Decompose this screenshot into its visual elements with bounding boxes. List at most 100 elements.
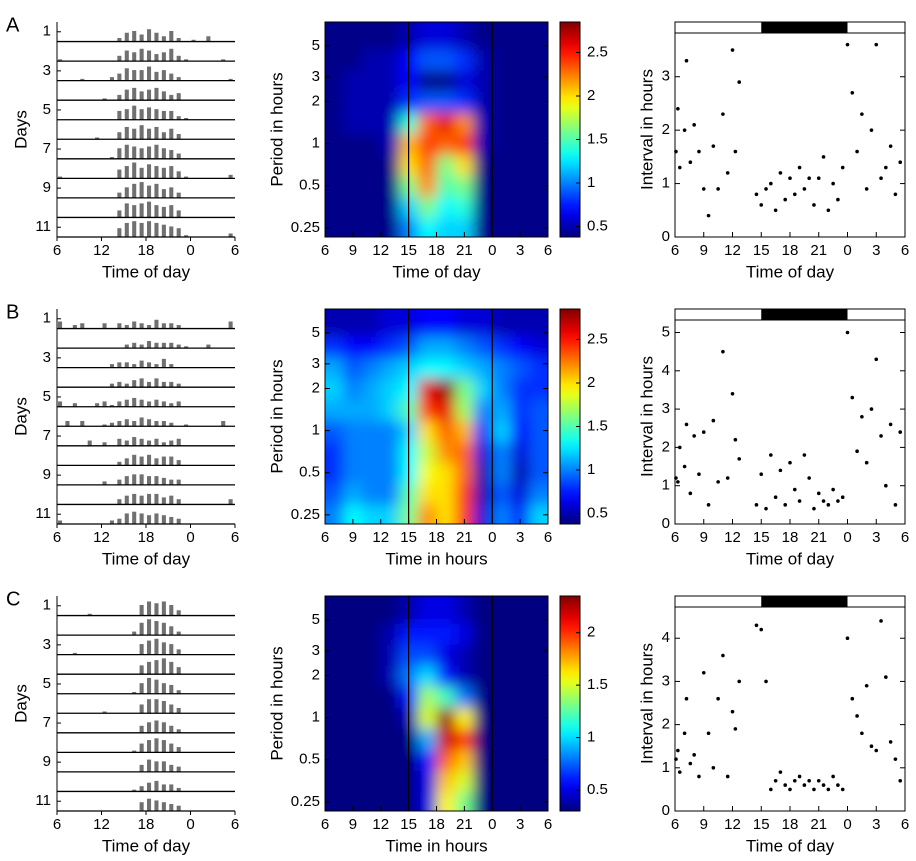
heatmap-cell (510, 196, 530, 219)
activity-bar (139, 513, 144, 524)
heatmap-cell (510, 336, 530, 358)
x-tick-label: 9 (349, 529, 357, 546)
activity-bar (161, 148, 166, 159)
activity-bar (139, 91, 144, 101)
x-tick-label: 6 (544, 242, 552, 259)
activity-bar (80, 420, 85, 427)
activity-bar (169, 110, 174, 120)
heatmap-cell (417, 504, 437, 524)
data-point (855, 149, 859, 154)
activity-bar (147, 640, 152, 655)
heatmap-cell (436, 217, 456, 237)
heatmap-cell (473, 504, 493, 524)
x-axis-label: Time of day (746, 549, 835, 568)
data-point (788, 460, 792, 465)
heatmap-cell (455, 196, 475, 219)
colorbar (559, 21, 581, 238)
heatmap-cell (473, 336, 493, 358)
x-tick-label: 18 (138, 242, 155, 259)
heatmap-cell (362, 749, 382, 772)
data-point (879, 434, 883, 438)
activity-bar (58, 401, 63, 407)
activity-bar (176, 171, 181, 179)
heatmap-cell (473, 309, 493, 337)
data-point (826, 208, 831, 213)
activity-bar (139, 222, 144, 237)
heatmap-cell (417, 623, 437, 645)
activity-bar (154, 205, 159, 218)
activity-bar (176, 55, 181, 62)
activity-bar (72, 403, 77, 407)
x-tick-label: 21 (810, 816, 827, 833)
heatmap-cell (362, 112, 382, 134)
y-tick-label: 1 (662, 477, 670, 494)
heatmap-cell (510, 133, 530, 155)
heatmap-cell (436, 791, 456, 811)
activity-bar (132, 162, 137, 179)
heatmap-cell (510, 357, 530, 379)
heatmap-cell (436, 22, 456, 50)
heatmap-cell (380, 91, 400, 113)
heatmap-cell (362, 357, 382, 379)
activity-bar (147, 782, 152, 792)
y-tick-label: 11 (35, 505, 51, 522)
activity-bar (132, 789, 137, 792)
activity-bar (124, 458, 129, 466)
activity-bar (132, 380, 137, 388)
activity-bar (132, 52, 137, 62)
x-tick-label: 18 (428, 816, 445, 833)
data-point (737, 457, 742, 461)
heatmap-cell (473, 462, 493, 485)
data-point (706, 213, 711, 218)
heatmap-cell (380, 217, 400, 237)
heatmap-cell (529, 420, 548, 442)
activity-bar (169, 128, 174, 140)
heatmap-cell (417, 336, 437, 358)
activity-bar (139, 802, 144, 811)
activity-bar (139, 622, 144, 636)
activity-bar (72, 325, 77, 329)
heatmap-cell (510, 91, 530, 113)
x-tick-label: 3 (516, 529, 524, 546)
activity-bar (169, 479, 174, 485)
activity-bar (58, 520, 63, 524)
data-point (884, 483, 888, 488)
data-point (807, 176, 811, 181)
data-point (773, 495, 778, 499)
data-point (783, 783, 788, 787)
data-point (716, 696, 720, 701)
heatmap-cell (492, 749, 512, 772)
heatmap-cell (529, 504, 548, 524)
data-point (716, 187, 720, 191)
data-point (826, 787, 831, 792)
heatmap-cell (436, 749, 456, 772)
heatmap-cell (325, 770, 345, 793)
activity-bar (58, 59, 63, 62)
data-point (797, 774, 802, 779)
data-point (831, 487, 835, 492)
colorbar (559, 308, 581, 525)
heatmap-cell (510, 596, 530, 624)
heatmap-cell (455, 623, 475, 645)
y-axis-label: Period in hours (267, 646, 286, 760)
activity-bar (161, 36, 166, 42)
x-tick-label: 6 (671, 529, 679, 546)
activity-bar (117, 38, 122, 42)
dark-period (761, 22, 848, 33)
data-point (773, 208, 778, 213)
x-tick-label: 12 (93, 529, 110, 546)
activity-bar (154, 87, 159, 101)
activity-bar (176, 210, 181, 218)
activity-bar (139, 417, 144, 427)
data-point (807, 778, 811, 783)
activity-bar (154, 54, 159, 62)
activity-bar (154, 342, 159, 349)
heatmap-cell (436, 707, 456, 729)
heatmap-cell (380, 596, 400, 624)
y-axis-label: Days (11, 110, 30, 149)
y-tick-label: 7 (43, 140, 51, 157)
x-tick-label: 18 (138, 816, 155, 833)
heatmap-cell (473, 420, 493, 442)
heatmap-cell (380, 483, 400, 506)
